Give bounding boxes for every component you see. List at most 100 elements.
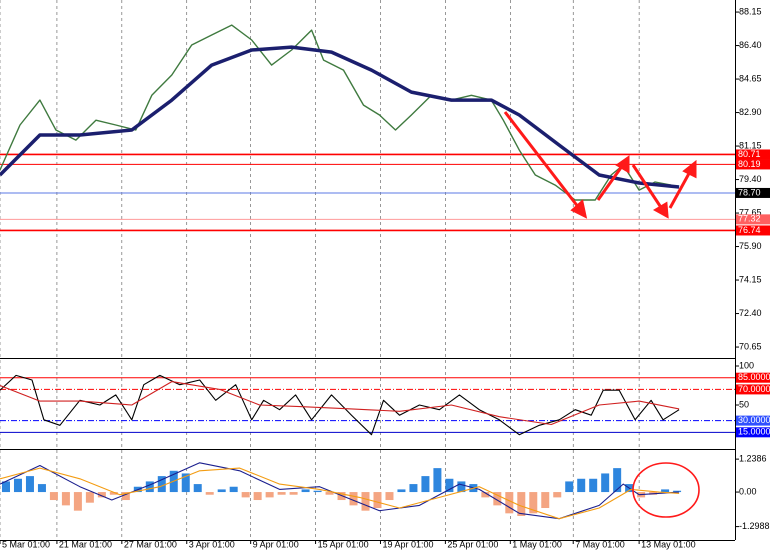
- histogram-bar: [601, 473, 610, 493]
- level-label: 15.0000: [738, 427, 770, 437]
- histogram-bar: [181, 473, 190, 493]
- histogram-bar: [385, 492, 394, 501]
- histogram-bar: [505, 492, 514, 514]
- histogram-bar: [277, 492, 286, 495]
- histogram-bar: [109, 492, 118, 495]
- x-tick-label: 1 May 01:00: [512, 539, 562, 549]
- level-label-bg: [736, 214, 770, 225]
- histogram-bar: [613, 468, 622, 493]
- level-label: 70.0000: [738, 384, 770, 394]
- level-label: 85.0000: [738, 372, 770, 382]
- annotations: [503, 111, 700, 518]
- y-tick-label: 100: [739, 360, 754, 370]
- level-label-bg: [736, 225, 770, 236]
- histogram-bar: [397, 489, 406, 493]
- series-line: [0, 462, 680, 520]
- histogram-bar: [193, 484, 202, 493]
- histogram-bar: [361, 492, 370, 511]
- x-tick-label: 5 Mar 01:00: [2, 539, 50, 549]
- histogram-bar: [121, 492, 130, 501]
- histogram-bar: [157, 476, 166, 493]
- histogram-bar: [301, 489, 310, 493]
- x-tick-label: 13 May 01:00: [641, 539, 696, 549]
- y-tick-label: 88.15: [739, 6, 762, 16]
- histogram-bar: [61, 492, 70, 506]
- series-line: [0, 374, 680, 436]
- histogram-bar: [205, 492, 214, 495]
- x-tick-label: 9 Apr 01:00: [253, 539, 299, 549]
- x-tick-label: 27 Mar 01:00: [124, 539, 177, 549]
- y-tick-label: 86.40: [739, 40, 762, 50]
- histogram-bar: [229, 486, 238, 493]
- y-tick-label: 77.65: [739, 207, 762, 217]
- y-tick-label: 81.15: [739, 140, 762, 150]
- x-tick-label: 7 May 01:00: [575, 539, 625, 549]
- level-label: 76.74: [738, 225, 761, 235]
- y-tick-label: 79.40: [739, 174, 762, 184]
- level-label: 30.0000: [738, 415, 770, 425]
- level-label-bg: [736, 149, 770, 160]
- histogram-bar: [565, 481, 574, 493]
- histogram-bar: [553, 492, 562, 498]
- x-tick-label: 21 Mar 01:00: [59, 539, 112, 549]
- arrow: [668, 167, 694, 209]
- histogram-bar: [97, 492, 106, 498]
- y-tick-label: 84.65: [739, 73, 762, 83]
- histogram-bar: [241, 492, 250, 498]
- histogram-bar: [25, 476, 34, 493]
- y-tick-label: 50: [739, 399, 749, 409]
- series-line: [0, 45, 680, 189]
- histogram-bar: [589, 478, 598, 493]
- x-tick-label: 25 Apr 01:00: [447, 539, 498, 549]
- histogram-bar: [493, 492, 502, 506]
- histogram-bar: [445, 478, 454, 493]
- histogram-bar: [457, 481, 466, 493]
- arrow-head: [682, 159, 697, 179]
- arrow-head: [652, 201, 669, 219]
- histogram-bar: [217, 489, 226, 493]
- level-label-bg: [736, 427, 770, 438]
- y-tick-label: 72.40: [739, 308, 762, 318]
- x-tick-label: 15 Apr 01:00: [318, 539, 369, 549]
- histogram-bar: [409, 484, 418, 493]
- level-label-bg: [736, 415, 770, 426]
- y-tick-label: -1.2988: [739, 521, 770, 531]
- histogram-bar: [73, 492, 82, 511]
- histogram-bar: [265, 492, 274, 498]
- histogram-bar: [421, 476, 430, 493]
- histogram-bar: [373, 492, 382, 509]
- histogram-bar: [529, 492, 538, 514]
- y-tick-label: 75.90: [739, 241, 762, 251]
- histogram-bar: [313, 490, 322, 493]
- histogram-bar: [13, 478, 22, 493]
- y-tick-label: 1.2386: [739, 453, 767, 463]
- histogram-bar: [349, 492, 358, 506]
- level-label: 80.19: [738, 159, 761, 169]
- histogram-bar: [253, 492, 262, 501]
- histogram-bar: [661, 489, 670, 493]
- arrow: [631, 164, 666, 213]
- y-tick-label: 74.15: [739, 274, 762, 284]
- histogram-bar: [85, 492, 94, 503]
- series-line: [0, 467, 680, 520]
- histogram-bar: [145, 481, 154, 493]
- y-tick-label: 82.90: [739, 107, 762, 117]
- x-tick-label: 3 Apr 01:00: [189, 539, 235, 549]
- level-label-bg: [736, 187, 770, 198]
- histogram-bar: [49, 492, 58, 501]
- arrow: [596, 161, 627, 201]
- y-tick-label: 70.65: [739, 341, 762, 351]
- histogram-bar: [577, 478, 586, 493]
- series-line: [0, 381, 680, 426]
- arrow-head: [570, 199, 588, 219]
- histogram-bar: [481, 492, 490, 498]
- level-label-bg: [736, 372, 770, 383]
- histogram-bar: [517, 492, 526, 516]
- y-tick-label: 0.00: [739, 486, 757, 496]
- highlight-circle: [632, 462, 700, 518]
- histogram-bar: [37, 484, 46, 493]
- histogram-bar: [541, 492, 550, 509]
- histogram-bar: [325, 492, 334, 495]
